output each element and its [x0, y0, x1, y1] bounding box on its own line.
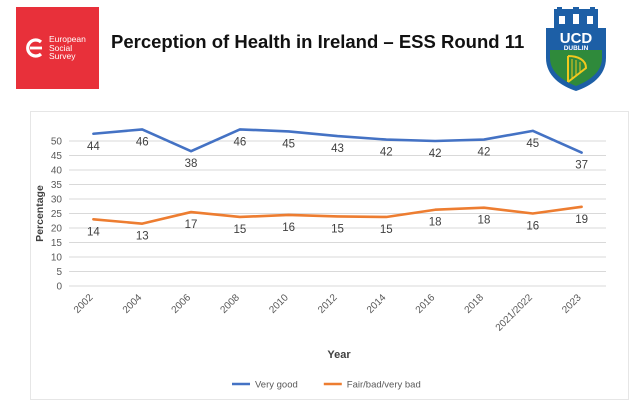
- y-tick-label: 0: [56, 282, 62, 293]
- data-label: 13: [136, 231, 149, 243]
- ess-swoosh-icon: [26, 38, 43, 58]
- harp-icon: [567, 55, 588, 83]
- data-label: 42: [429, 148, 442, 160]
- chart-frame: [30, 111, 629, 400]
- y-axis-label: Percentage: [34, 185, 46, 242]
- series-line: [92, 128, 583, 154]
- ess-logo-line: Survey: [49, 51, 76, 61]
- ess-logo-line: European: [49, 34, 86, 44]
- ucd-logo-text: UCD: [560, 30, 593, 47]
- data-label: 43: [331, 143, 344, 155]
- x-axis-label: Year: [327, 349, 351, 361]
- data-label: 45: [282, 138, 295, 150]
- y-tick-label: 35: [51, 180, 63, 191]
- data-label: 42: [478, 147, 491, 159]
- data-label: 45: [526, 138, 539, 150]
- legend-entry: Fair/bad/very bad: [347, 380, 421, 391]
- ucd-logo-subtext: DUBLIN: [564, 45, 589, 52]
- ess-logo-text: European Social Survey: [49, 35, 86, 61]
- y-tick-label: 30: [51, 195, 63, 206]
- data-label: 42: [380, 147, 393, 159]
- data-label: 18: [478, 215, 491, 227]
- data-label: 16: [526, 221, 539, 233]
- y-tick-label: 10: [51, 253, 63, 264]
- y-tick-label: 25: [51, 209, 63, 220]
- data-label: 37: [575, 160, 588, 172]
- data-label: 46: [233, 136, 246, 148]
- y-tick-label: 15: [51, 238, 63, 249]
- data-label: 46: [136, 136, 149, 148]
- y-tick-label: 40: [51, 166, 63, 177]
- page-title: Perception of Health in Ireland – ESS Ro…: [111, 31, 525, 52]
- ucd-logo: UCD DUBLIN: [546, 7, 606, 91]
- data-label: 14: [87, 226, 100, 238]
- data-label: 44: [87, 141, 100, 153]
- y-tick-label: 5: [56, 267, 62, 278]
- ess-logo: European Social Survey: [16, 7, 99, 89]
- chart-area: 0 5 10 15 20 25 30 35 40 45 50 2002 2004 2006 2008 2010…: [30, 111, 629, 400]
- ess-logo-line: Social: [49, 42, 73, 53]
- y-tick-label: 20: [51, 224, 63, 235]
- y-tick-label: 50: [51, 137, 63, 148]
- series-line: [92, 205, 583, 225]
- data-label: 15: [331, 223, 344, 235]
- data-label: 15: [380, 224, 393, 236]
- data-label: 18: [429, 217, 442, 229]
- legend-entry: Very good: [255, 380, 298, 391]
- data-label: 17: [185, 219, 198, 231]
- data-label: 38: [185, 158, 198, 170]
- y-tick-label: 45: [51, 151, 63, 162]
- data-label: 16: [282, 222, 295, 234]
- data-label: 19: [575, 214, 588, 226]
- data-label: 15: [233, 224, 246, 236]
